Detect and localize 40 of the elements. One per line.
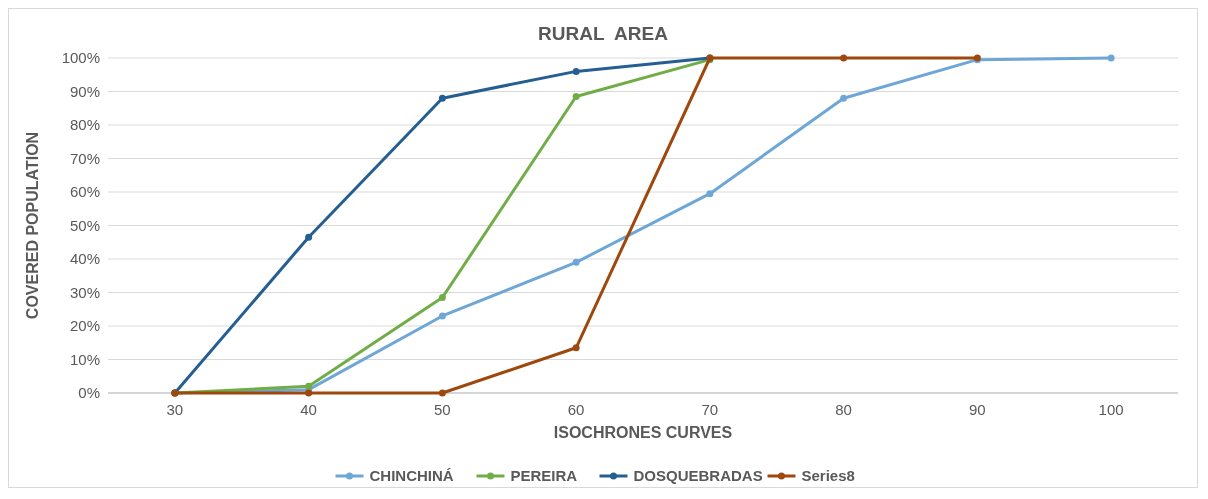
y-tick-label: 80%	[69, 116, 100, 134]
y-tick-label: 30%	[69, 283, 100, 301]
x-tick-label: 40	[300, 401, 317, 418]
point	[840, 94, 848, 102]
point	[438, 312, 446, 320]
x-tick-label: 90	[969, 401, 986, 418]
point	[438, 389, 446, 397]
y-axis-title: COVERED POPULATION	[24, 131, 41, 320]
y-tick-label: 10%	[69, 350, 100, 368]
point	[572, 67, 580, 75]
x-tick-label: 50	[434, 401, 451, 418]
x-tick-label: 70	[701, 401, 719, 418]
y-tick-label: 50%	[69, 216, 100, 234]
point	[706, 190, 714, 198]
x-axis-title: ISOCHRONES CURVES	[553, 424, 733, 441]
point	[1107, 54, 1115, 62]
x-tick-label: 100	[1098, 401, 1124, 418]
point	[438, 294, 446, 302]
y-tick-label: 20%	[69, 317, 100, 335]
legend-label: DOSQUEBRADAS	[633, 467, 763, 485]
point	[305, 382, 313, 390]
chart-title: RURAL AREA	[538, 23, 669, 44]
y-tick-label: 100%	[61, 49, 100, 67]
point	[438, 94, 446, 102]
x-tick-label: 80	[835, 401, 852, 418]
y-tick-label: 60%	[69, 183, 100, 201]
y-tick-label: 70%	[69, 149, 100, 167]
legend-label: Series8	[801, 467, 855, 485]
legend-label: CHINCHINÁ	[369, 467, 454, 485]
x-tick-label: 60	[567, 401, 585, 418]
point	[572, 258, 580, 266]
y-tick-label: 90%	[69, 82, 100, 100]
legend-label: PEREIRA	[510, 467, 578, 485]
x-tick-label: 30	[166, 401, 184, 418]
point	[840, 54, 848, 62]
y-tick-label: 0%	[78, 384, 100, 402]
y-tick-label: 40%	[69, 250, 100, 268]
point	[572, 344, 580, 352]
point	[572, 93, 580, 101]
point	[305, 233, 313, 241]
